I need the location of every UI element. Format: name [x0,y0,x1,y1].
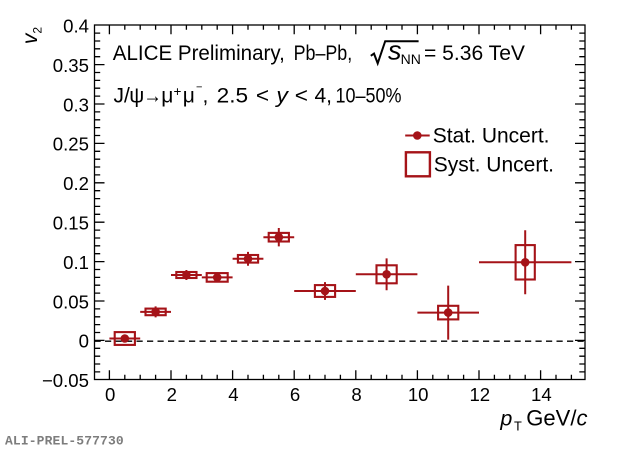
svg-text:Syst. Uncert.: Syst. Uncert. [434,154,554,177]
svg-text:6: 6 [290,384,300,405]
svg-text:0.05: 0.05 [53,291,89,312]
svg-text:0.4: 0.4 [63,16,89,37]
svg-text:GeV/c: GeV/c [526,405,587,430]
svg-text:0.1: 0.1 [63,252,89,273]
svg-text:4,: 4, [315,85,333,108]
svg-text:Stat. Uncert.: Stat. Uncert. [433,125,550,148]
svg-text:0.2: 0.2 [63,173,89,194]
svg-text:,: , [203,85,209,108]
svg-text:14: 14 [531,384,552,405]
svg-text:Pb–Pb,: Pb–Pb, [294,42,353,65]
svg-text:8: 8 [351,384,361,405]
svg-text:T: T [514,419,522,434]
svg-text:<: < [256,85,269,108]
svg-text:<: < [295,85,308,108]
svg-text:μ: μ [161,85,173,108]
svg-text:0.25: 0.25 [53,134,89,155]
svg-text:2: 2 [167,384,177,405]
svg-text:v2: v2 [19,27,44,45]
svg-text:ALI-PREL-577730: ALI-PREL-577730 [5,434,124,449]
svg-text:4: 4 [228,384,238,405]
svg-text:NN: NN [401,51,421,67]
svg-text:y: y [274,85,289,108]
svg-text:0.3: 0.3 [63,94,89,115]
svg-text:0.15: 0.15 [53,213,89,234]
svg-text:0: 0 [105,384,115,405]
svg-text:10–50%: 10–50% [336,85,402,108]
svg-text:−: − [196,82,202,94]
svg-text:−0.05: −0.05 [42,370,89,391]
svg-text:12: 12 [469,384,490,405]
svg-text:μ: μ [183,85,195,108]
svg-text:J/: J/ [114,85,131,108]
svg-text:+: + [174,84,182,99]
svg-text:→: → [143,85,162,108]
svg-text:0: 0 [79,331,89,352]
svg-text:10: 10 [408,384,429,405]
svg-text:ψ: ψ [129,85,144,108]
svg-text:0.35: 0.35 [53,55,89,76]
svg-text:p: p [499,406,512,430]
svg-text:2.5: 2.5 [217,85,249,108]
svg-text:s: s [388,36,402,66]
svg-text:= 5.36 TeV: = 5.36 TeV [424,42,525,65]
svg-text:ALICE Preliminary,: ALICE Preliminary, [113,42,285,65]
